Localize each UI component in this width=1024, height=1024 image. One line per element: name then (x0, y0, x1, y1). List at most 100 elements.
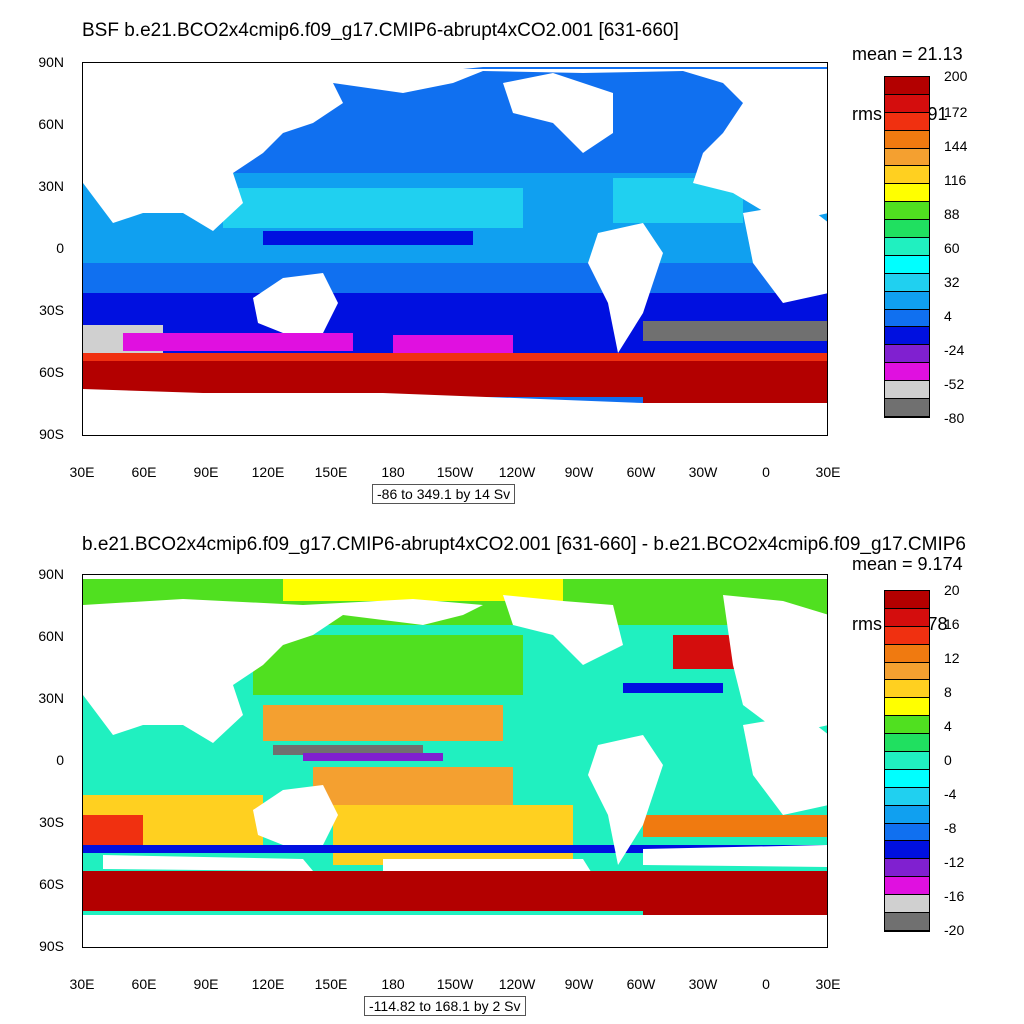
x-label: 120E (251, 464, 285, 480)
colorbar-swatch (885, 859, 929, 878)
north-america (503, 595, 623, 665)
colorbar-swatch (885, 148, 929, 167)
y-label: 30N (38, 690, 64, 706)
colorbar-label: 12 (944, 650, 960, 666)
circumpolar-blue (83, 845, 827, 853)
magenta-band-central (393, 335, 513, 353)
panel-title: b.e21.BCO2x4cmip6.f09_g17.CMIP6-abrupt4x… (82, 534, 967, 555)
equatorial-counter-current (263, 231, 473, 245)
colorbar-swatch (885, 381, 929, 400)
colorbar-swatch (885, 769, 929, 788)
colorbar-label: 116 (944, 172, 967, 188)
colorbar-label: 88 (944, 206, 960, 222)
x-label: 120W (498, 976, 536, 992)
y-label: 60N (38, 116, 64, 132)
colorbar-label: -80 (944, 410, 965, 426)
magenta-band-west (123, 333, 353, 351)
antarctica-land (83, 915, 827, 947)
acc-front (83, 353, 827, 363)
x-label: 30W (688, 464, 718, 480)
map-svg (83, 63, 827, 435)
north-pacific-gyre (223, 188, 523, 228)
colorbar-label: 20 (944, 582, 960, 598)
map-svg (83, 575, 827, 947)
x-label: 180 (381, 976, 405, 992)
colorbar-label: 4 (944, 308, 952, 324)
colorbar-label: -8 (944, 820, 957, 836)
colorbar-swatch (885, 220, 929, 239)
south-america (588, 223, 663, 353)
australia (253, 785, 338, 845)
colorbar-swatch (885, 608, 929, 627)
x-label: 90E (193, 464, 219, 480)
colorbar-label: 32 (944, 274, 960, 290)
equatorial-gray (273, 745, 423, 755)
x-label: 30E (69, 976, 95, 992)
colorbar-swatch (885, 591, 929, 609)
south-america (588, 735, 663, 865)
colorbar-swatch (885, 202, 929, 221)
x-label: 150E (314, 976, 348, 992)
y-label: 60N (38, 628, 64, 644)
y-label: 0 (56, 752, 64, 768)
colorbar-label: -20 (944, 922, 965, 938)
colorbar-label: -4 (944, 786, 957, 802)
colorbar-swatch (885, 112, 929, 131)
bsf-difference-panel: b.e21.BCO2x4cmip6.f09_g17.CMIP6-abrupt4x… (0, 512, 1024, 1024)
colorbar-label: 200 (944, 68, 968, 84)
x-label: 0 (762, 976, 770, 992)
x-label: 30E (815, 976, 841, 992)
bsf-panel: BSF b.e21.BCO2x4cmip6.f09_g17.CMIP6-abru… (38, 20, 968, 504)
colorbar-label: 60 (944, 240, 960, 256)
colorbar-swatch (885, 734, 929, 753)
colorbar-swatch (885, 184, 929, 203)
antarctic-circumpolar-current (83, 361, 827, 397)
arctic-land (83, 575, 827, 579)
colorbar-label: -12 (944, 854, 965, 870)
colorbar-swatch (885, 680, 929, 699)
australia (253, 273, 338, 333)
x-label: 60W (626, 464, 656, 480)
antarctic-circumpolar-current (83, 871, 827, 911)
y-label: 90N (38, 54, 64, 70)
x-label: 150W (436, 464, 474, 480)
map-plot (82, 574, 828, 948)
colorbar-swatch (885, 363, 929, 382)
x-label: 150W (436, 976, 474, 992)
colorbar-label: 8 (944, 684, 952, 700)
south-pacific-yellow (333, 805, 573, 865)
eurasia (83, 599, 483, 743)
colorbar-swatch (885, 345, 929, 364)
south-atlantic-gray (643, 321, 827, 341)
y-label: 30N (38, 178, 64, 194)
y-label: 90S (39, 426, 64, 442)
x-label: 90W (564, 464, 594, 480)
indian-red (83, 815, 143, 845)
colorbar-swatch (885, 166, 929, 185)
colorbar-label: -24 (944, 342, 965, 358)
x-label: 30E (69, 464, 95, 480)
colorbar (884, 590, 930, 932)
north-pacific-green (253, 635, 523, 695)
x-label: 120W (498, 464, 536, 480)
colorbar-label: 0 (944, 752, 952, 768)
contour-range-label: -114.82 to 168.1 by 2 Sv (364, 996, 526, 1016)
contour-range-label: -86 to 349.1 by 14 Sv (372, 484, 516, 504)
mean-value: mean = 21.13 (852, 44, 963, 64)
colorbar-swatch (885, 895, 929, 914)
colorbar-label: 172 (944, 104, 968, 120)
circumpolar-white-west (103, 855, 313, 871)
colorbar-swatch (885, 309, 929, 328)
colorbar-label: 144 (944, 138, 968, 154)
north-pacific-orange (263, 705, 503, 741)
panel-title: BSF b.e21.BCO2x4cmip6.f09_g17.CMIP6-abru… (82, 20, 679, 41)
colorbar-swatch (885, 823, 929, 842)
colorbar-swatch (885, 805, 929, 824)
gulf-stream-blue (623, 683, 723, 693)
south-pacific-orange (313, 767, 513, 807)
colorbar-swatch (885, 77, 929, 95)
colorbar-swatch (885, 752, 929, 770)
circumpolar-white-east (643, 845, 827, 867)
colorbar-swatch (885, 662, 929, 681)
colorbar-swatch (885, 399, 929, 417)
